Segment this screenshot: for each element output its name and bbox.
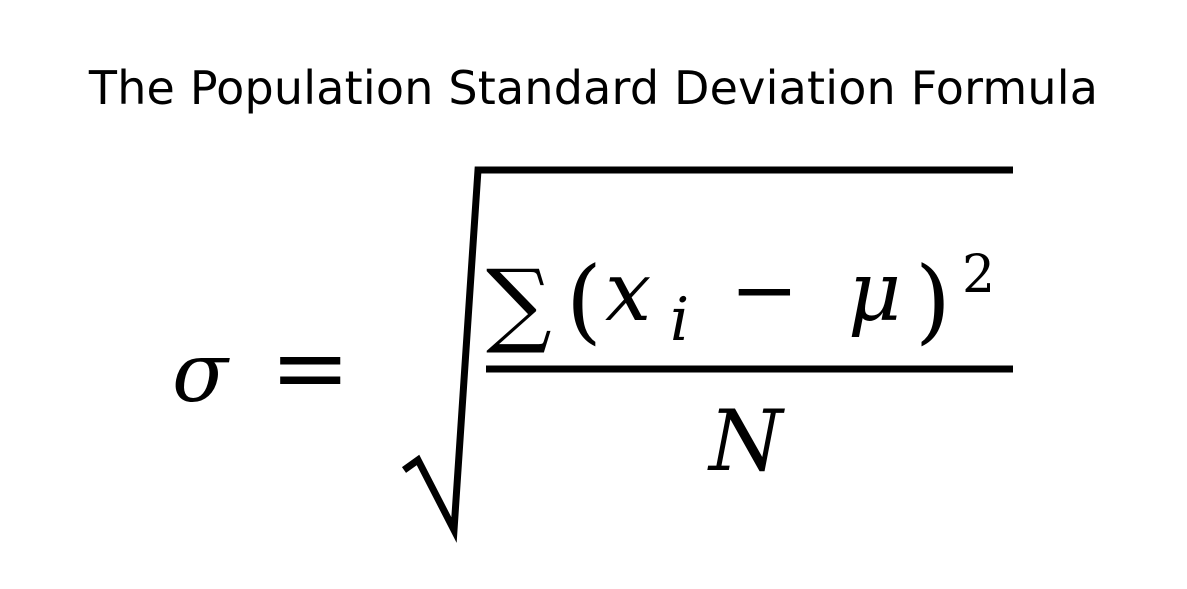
close-parenthesis: ) xyxy=(915,247,951,354)
equals-sign: = xyxy=(270,312,350,424)
subscript-i: i xyxy=(670,285,689,355)
formula-title: The Population Standard Deviation Formul… xyxy=(88,61,1099,115)
sigma-symbol: σ xyxy=(172,326,230,421)
square-root-radical xyxy=(401,166,1013,543)
exponent-2: 2 xyxy=(962,245,995,305)
minus-sign: − xyxy=(730,243,799,338)
summation-symbol: ∑ xyxy=(486,250,552,357)
denominator-n: N xyxy=(707,392,785,490)
x-variable: x xyxy=(605,245,651,340)
open-parenthesis: ( xyxy=(566,247,602,354)
mu-symbol: μ xyxy=(848,245,901,340)
